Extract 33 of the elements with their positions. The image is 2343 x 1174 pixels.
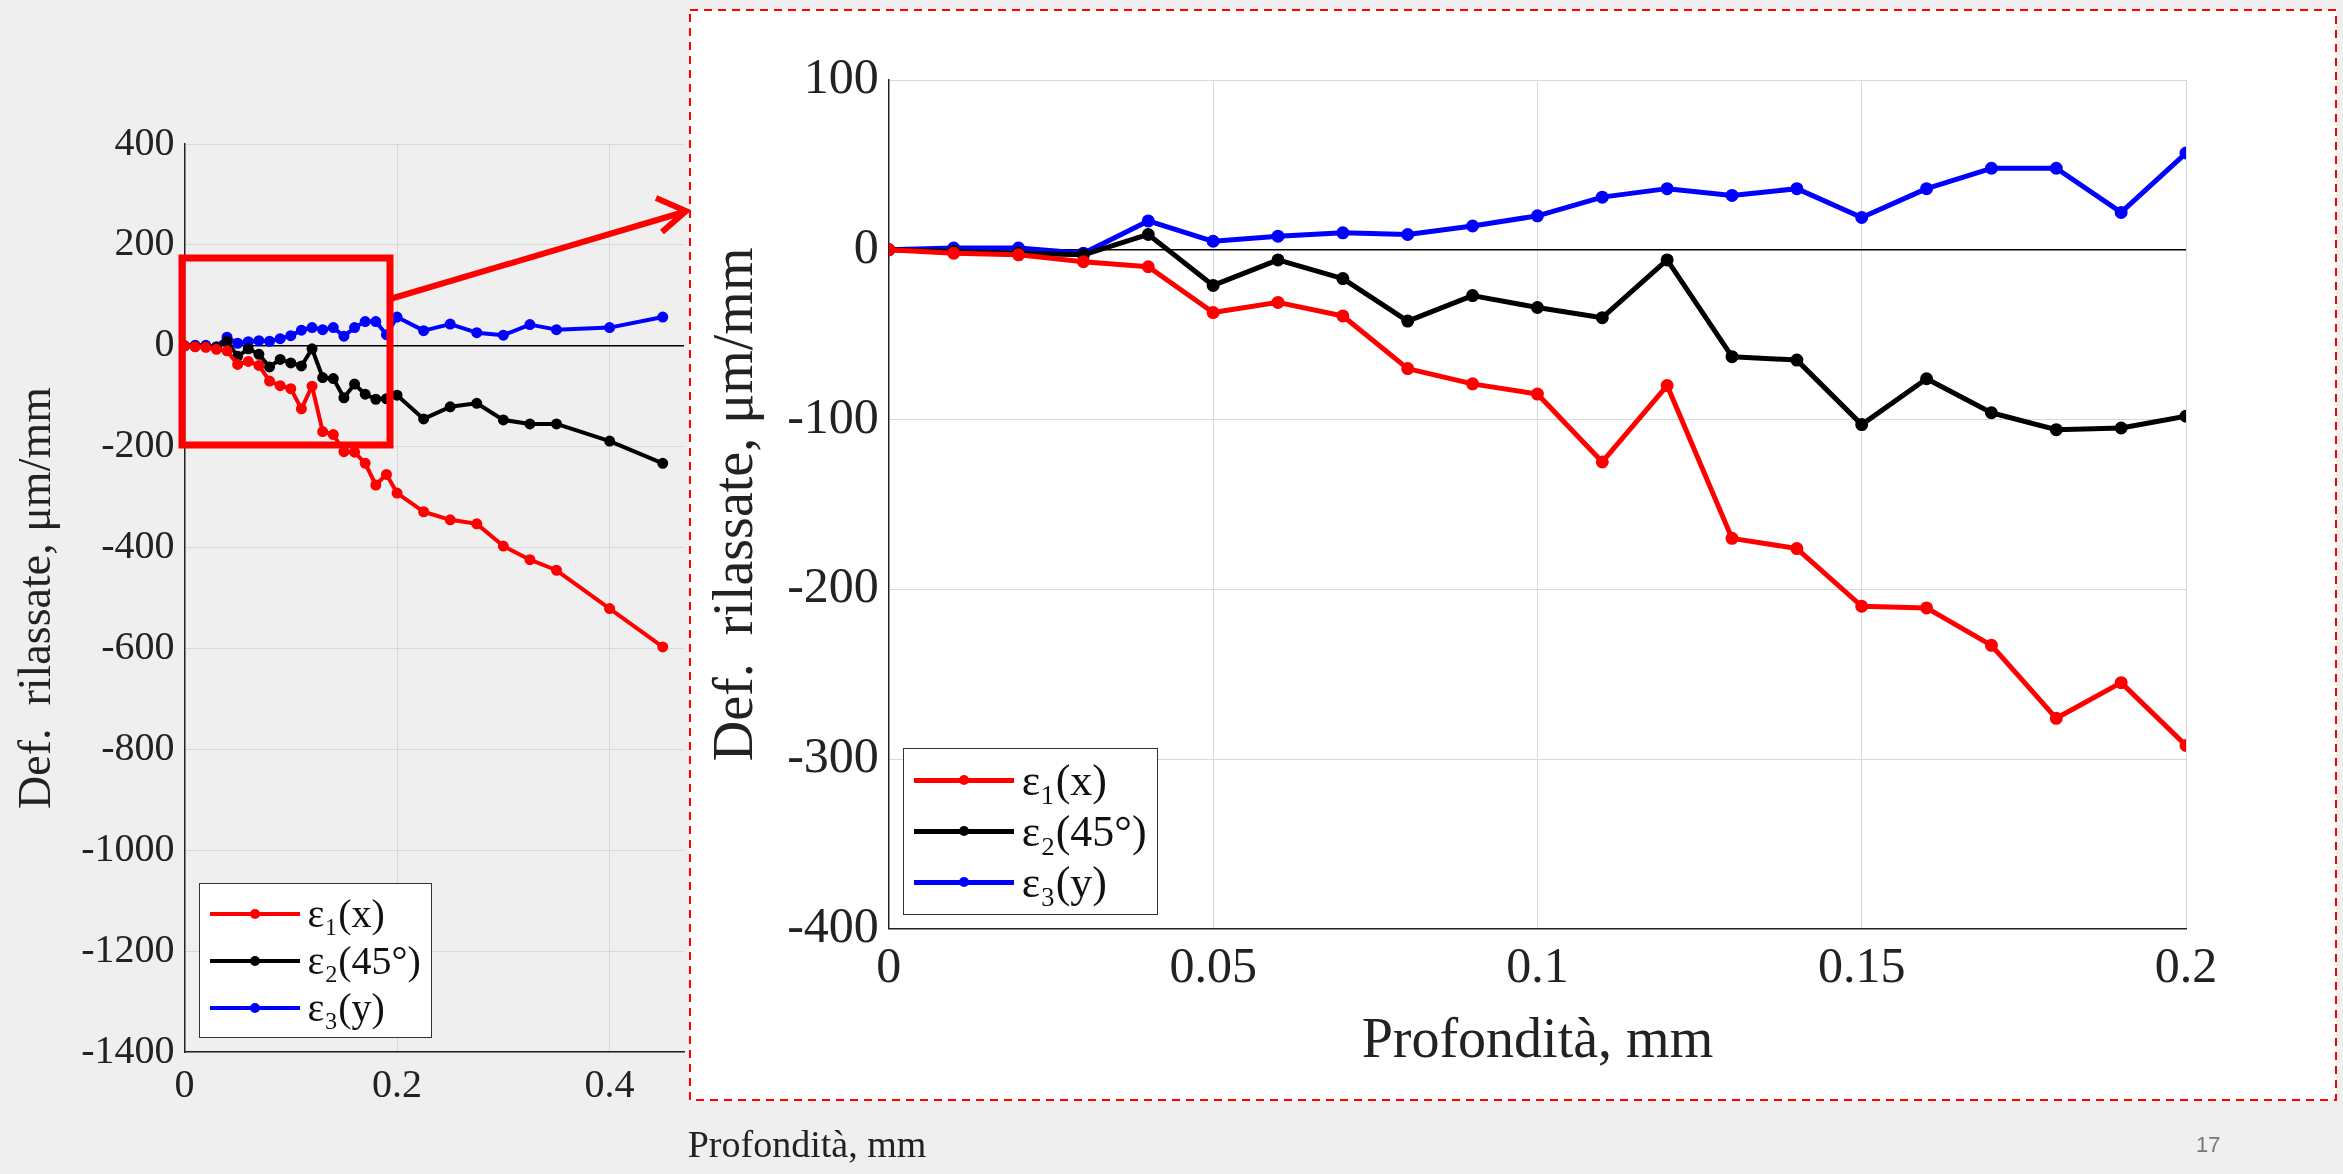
y-tick-label: -1400 — [81, 1026, 175, 1072]
y-tick-label: -400 — [787, 896, 879, 953]
text: 17 — [2196, 1132, 2221, 1158]
x-tick-label: 0.15 — [1817, 936, 1906, 993]
legend-label: ε₁(x) — [1021, 754, 1107, 806]
y-tick-label: 400 — [114, 118, 175, 164]
y-tick-label: 0 — [154, 320, 175, 366]
y-axis-title: Def. rilassate, μm/mm — [702, 247, 765, 762]
legend-label: ε₁(x) — [307, 890, 385, 937]
x-tick-label: 0.05 — [1169, 936, 1257, 993]
x-axis-title: Profondità, mm — [1361, 1007, 1714, 1070]
y-tick-label: -100 — [787, 387, 879, 444]
y-tick-label: -200 — [787, 557, 879, 614]
y-tick-label: -400 — [101, 522, 175, 568]
x-tick-label: 0.4 — [584, 1060, 635, 1106]
x-tick-label: 0.2 — [2154, 936, 2218, 993]
y-tick-label: -1000 — [81, 824, 175, 870]
y-tick-label: -1200 — [81, 925, 175, 971]
y-tick-label: -300 — [787, 727, 879, 784]
x-axis-title: Profondità, mm — [687, 1122, 927, 1166]
x-tick-label: 0.1 — [1506, 936, 1569, 993]
legend-label: ε₃(y) — [1021, 856, 1107, 908]
legend-label: ε₃(y) — [307, 984, 385, 1031]
y-tick-label: -200 — [101, 421, 175, 467]
legend-label: ε₂(45°) — [307, 937, 421, 984]
y-tick-label: 200 — [114, 219, 175, 265]
y-tick-label: 100 — [803, 48, 879, 105]
legend-label: ε₂(45°) — [1021, 805, 1147, 857]
y-tick-label: -600 — [101, 622, 175, 668]
y-tick-label: -800 — [101, 723, 175, 769]
x-tick-label: 0.2 — [372, 1060, 423, 1106]
y-axis-title: Def. rilassate, μm/mm — [8, 386, 60, 809]
y-tick-label: 0 — [853, 217, 879, 274]
